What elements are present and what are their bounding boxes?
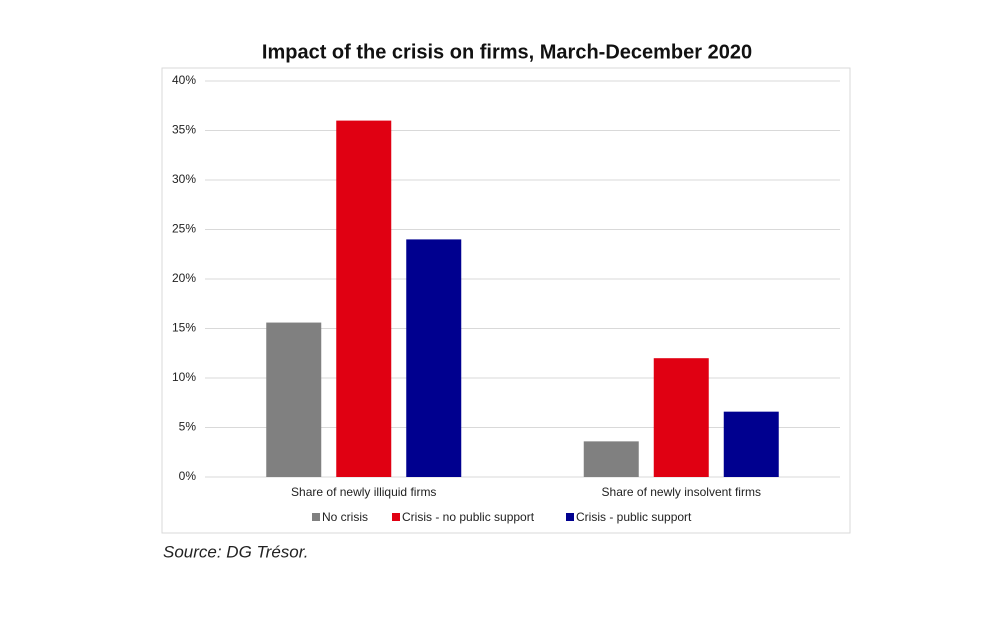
legend-label: No crisis xyxy=(322,510,368,524)
legend-swatch xyxy=(392,513,400,521)
y-tick-label: 40% xyxy=(172,73,196,87)
bar xyxy=(266,322,322,477)
legend-label: Crisis - no public support xyxy=(402,510,535,524)
y-tick-label: 30% xyxy=(172,172,196,186)
y-tick-label: 5% xyxy=(179,420,197,434)
source-note: Source: DG Trésor. xyxy=(163,542,308,561)
y-tick-label: 0% xyxy=(179,469,197,483)
bar xyxy=(723,411,779,477)
chart-frame xyxy=(161,67,851,534)
y-tick-label: 35% xyxy=(172,123,196,137)
legend-label: Crisis - public support xyxy=(576,510,692,524)
y-tick-label: 10% xyxy=(172,370,196,384)
bar xyxy=(583,441,639,477)
x-tick-label: Share of newly illiquid firms xyxy=(291,485,436,499)
bar xyxy=(653,358,709,477)
y-tick-label: 20% xyxy=(172,271,196,285)
legend-swatch xyxy=(566,513,574,521)
bar xyxy=(336,120,392,477)
chart-title: Impact of the crisis on firms, March-Dec… xyxy=(262,41,752,63)
x-tick-label: Share of newly insolvent firms xyxy=(602,485,761,499)
y-tick-label: 25% xyxy=(172,222,196,236)
legend-swatch xyxy=(312,513,320,521)
bar xyxy=(406,239,462,477)
y-tick-label: 15% xyxy=(172,321,196,335)
